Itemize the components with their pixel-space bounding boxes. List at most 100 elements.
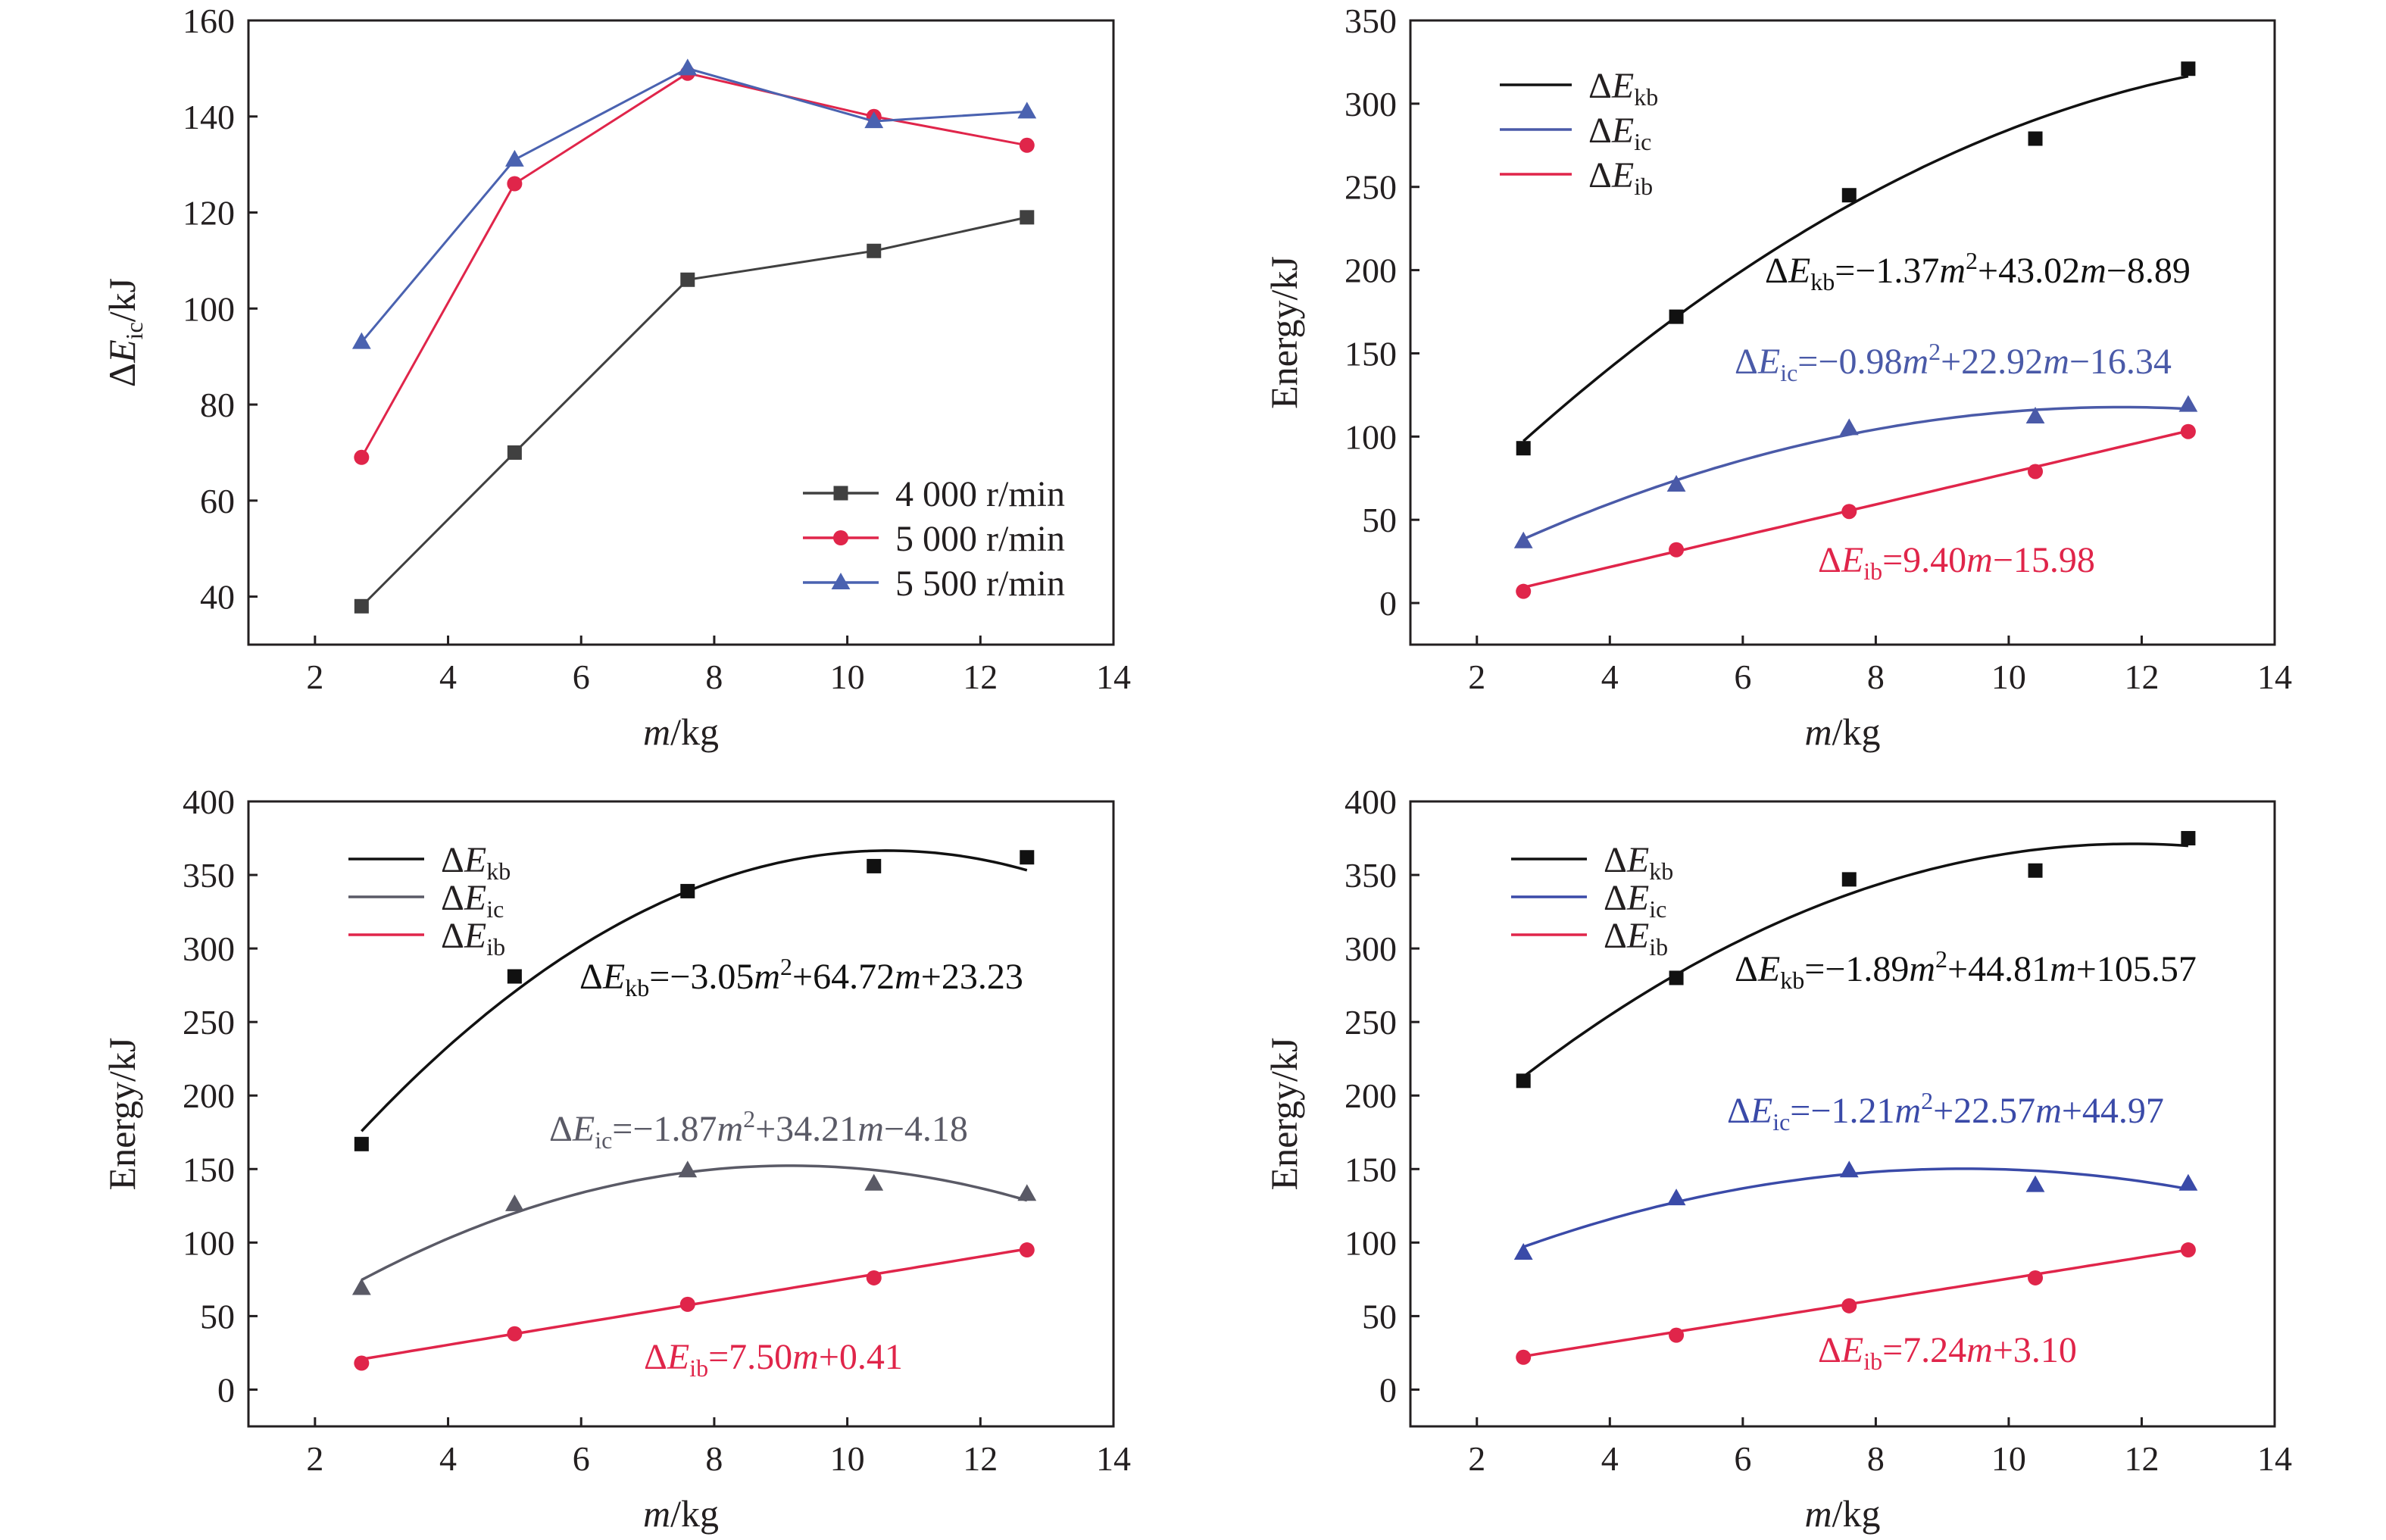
data-point <box>1669 1327 1685 1343</box>
plot-frame <box>247 800 1115 1428</box>
x-tick-label: 6 <box>573 658 590 696</box>
data-point <box>864 1173 884 1191</box>
x-tick-label: 6 <box>573 1439 590 1478</box>
legend-label: ΔEib <box>1588 155 1653 200</box>
data-point <box>354 449 370 465</box>
fit-curve <box>1522 842 2189 1078</box>
data-point <box>1669 309 1684 324</box>
series-kb <box>1516 831 2196 1089</box>
data-point <box>2025 1175 2045 1192</box>
data-point <box>2028 1270 2044 1285</box>
data-point <box>507 176 523 192</box>
series-kb <box>354 849 1035 1151</box>
data-point <box>1841 504 1857 520</box>
x-tick-label: 4 <box>1601 658 1619 696</box>
y-tick-label: 150 <box>1344 1150 1397 1189</box>
x-tick-label: 14 <box>1096 658 1131 696</box>
legend-marker <box>833 486 848 501</box>
series-ib <box>1516 1242 2196 1365</box>
x-tick-label: 14 <box>1096 1439 1131 1478</box>
data-point <box>866 1270 882 1285</box>
data-point <box>1669 542 1685 558</box>
x-tick-label: 14 <box>2257 658 2292 696</box>
data-point <box>1516 1073 1531 1089</box>
x-tick-label: 8 <box>1867 1439 1885 1478</box>
x-tick-label: 2 <box>1468 658 1485 696</box>
series-line <box>361 67 1027 343</box>
data-point <box>2178 1173 2198 1191</box>
data-point <box>354 598 369 614</box>
y-axis-label: Energy/kJ <box>1263 1038 1305 1191</box>
data-point <box>678 58 698 76</box>
equation-ib: ΔEib=7.24m+3.10 <box>1818 1330 2077 1375</box>
x-axis-label: m/kg <box>643 711 719 753</box>
data-point <box>1019 1242 1035 1258</box>
data-point <box>1516 1349 1532 1365</box>
y-tick-label: 300 <box>1344 929 1397 968</box>
y-tick-label: 350 <box>1344 856 1397 895</box>
data-point <box>1841 872 1857 887</box>
y-tick-label: 100 <box>1344 1223 1397 1262</box>
y-axis-label: ΔEic/kJ <box>101 278 148 387</box>
equation-kb: ΔEkb=−1.37m2+43.02m−8.89 <box>1765 247 2191 295</box>
series-kb <box>1516 61 2196 456</box>
series-ib <box>1516 423 2196 599</box>
legend-label: ΔEic <box>1604 878 1666 923</box>
x-tick-label: 6 <box>1734 1439 1751 1478</box>
y-axis-label: Energy/kJ <box>1263 256 1305 409</box>
data-point <box>1513 531 1533 548</box>
y-tick-label: 160 <box>183 2 235 40</box>
y-tick-label: 250 <box>1344 1003 1397 1042</box>
y-tick-label: 350 <box>1344 2 1397 40</box>
x-tick-label: 12 <box>2124 1439 2159 1478</box>
data-point <box>2028 863 2043 878</box>
legend-label: ΔEib <box>441 916 505 961</box>
x-tick-label: 6 <box>1734 658 1751 696</box>
chart-panel-3: 2 4 6 8 10 12 14 0 50 100 150 200 250 300 350 400 m/kg En… <box>101 782 1131 1535</box>
x-tick-label: 8 <box>1867 658 1885 696</box>
x-tick-label: 12 <box>963 658 998 696</box>
data-point <box>1020 850 1035 865</box>
x-tick-label: 4 <box>439 1439 457 1478</box>
y-tick-label: 100 <box>183 1223 235 1262</box>
legend-label: ΔEib <box>1604 916 1668 961</box>
y-tick-label: 350 <box>183 856 235 895</box>
data-point <box>1669 970 1684 986</box>
x-tick-label: 4 <box>1601 1439 1619 1478</box>
y-tick-label: 150 <box>1344 334 1397 373</box>
series-s2 <box>354 65 1035 465</box>
series-ib <box>354 1242 1035 1371</box>
x-tick-label: 4 <box>439 658 457 696</box>
data-point <box>351 1278 371 1295</box>
data-point <box>2180 423 2196 439</box>
y-tick-label: 50 <box>200 1297 235 1335</box>
legend-label: 5 000 r/min <box>895 519 1065 559</box>
data-point <box>2181 831 2196 846</box>
equation-ic: ΔEic=−0.98m2+22.92m−16.34 <box>1735 338 2172 386</box>
y-tick-label: 50 <box>1362 1297 1397 1335</box>
x-tick-label: 2 <box>306 1439 323 1478</box>
data-point <box>680 272 695 287</box>
x-axis-label: m/kg <box>1804 711 1880 753</box>
data-point <box>507 445 522 460</box>
data-point <box>1019 137 1035 153</box>
x-tick-label: 2 <box>1468 1439 1485 1478</box>
y-tick-label: 60 <box>200 482 235 520</box>
y-tick-label: 100 <box>1344 417 1397 456</box>
y-tick-label: 40 <box>200 578 235 617</box>
data-point <box>2180 1242 2196 1258</box>
y-tick-label: 250 <box>1344 168 1397 207</box>
x-tick-label: 10 <box>830 658 865 696</box>
data-point <box>680 883 695 898</box>
data-point <box>351 332 371 349</box>
data-point <box>678 1160 698 1178</box>
equation-kb: ΔEkb=−1.89m2+44.81m+105.57 <box>1735 945 2197 994</box>
series-ic <box>1513 1160 2198 1260</box>
series-s1 <box>354 210 1035 614</box>
chart-panel-4: 2 4 6 8 10 12 14 0 50 100 150 200 250 300 350 400 m/kg En… <box>1263 782 2292 1535</box>
plot-frame <box>1409 19 2276 646</box>
data-point <box>867 243 882 258</box>
data-point <box>1839 1160 1859 1178</box>
y-tick-label: 200 <box>183 1076 235 1115</box>
legend-label: ΔEkb <box>441 840 511 885</box>
